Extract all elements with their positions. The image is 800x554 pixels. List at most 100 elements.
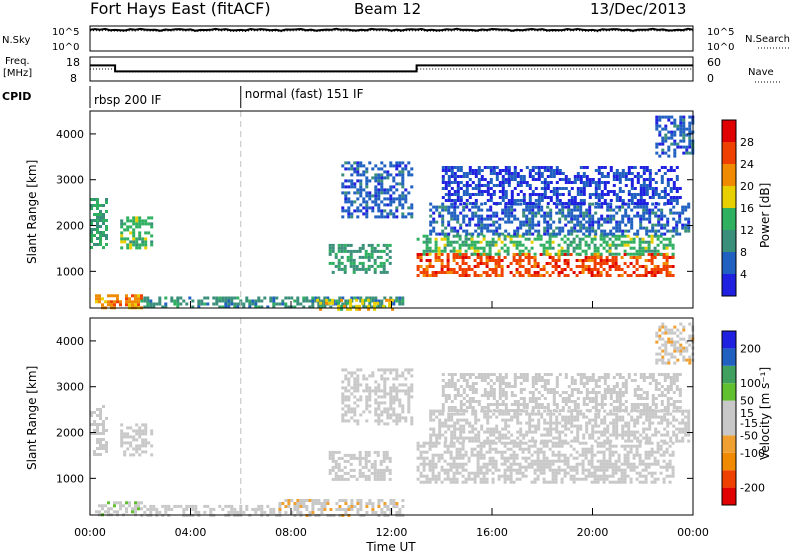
heatmap-cell — [630, 433, 634, 437]
heatmap-cell — [317, 305, 321, 309]
heatmap-cell — [621, 202, 625, 205]
heatmap-cell — [150, 216, 154, 220]
heatmap-cell — [365, 200, 369, 204]
heatmap-cell — [440, 480, 444, 484]
heatmap-cell — [507, 409, 511, 412]
heatmap-cell — [515, 262, 519, 265]
heatmap-cell — [591, 418, 595, 422]
heatmap-cell — [425, 259, 429, 262]
heatmap-cell — [567, 208, 571, 212]
heatmap-cell — [665, 474, 669, 478]
heatmap-cell — [518, 240, 522, 244]
heatmap-cell — [530, 274, 534, 277]
heatmap-cell — [606, 427, 610, 431]
heatmap-cell — [432, 412, 436, 416]
heatmap-cell — [416, 456, 420, 460]
heatmap-cell — [446, 234, 450, 238]
heatmap-cell — [659, 240, 663, 244]
heatmap-cell — [407, 395, 411, 399]
heatmap-cell — [542, 268, 546, 271]
heatmap-cell — [90, 228, 93, 231]
heatmap-cell — [675, 436, 679, 440]
heatmap-cell — [651, 223, 655, 227]
heatmap-cell — [441, 406, 445, 409]
heatmap-cell — [337, 304, 341, 308]
heatmap-cell — [624, 223, 628, 227]
heatmap-cell — [605, 468, 609, 472]
heatmap-cell — [146, 299, 150, 303]
heatmap-cell — [340, 477, 344, 481]
heatmap-cell — [641, 252, 645, 256]
heatmap-cell — [374, 389, 378, 393]
heatmap-cell — [99, 414, 102, 417]
heatmap-cell — [365, 203, 369, 207]
heatmap-cell — [533, 237, 537, 241]
heatmap-cell — [549, 208, 553, 212]
heatmap-cell — [483, 379, 487, 382]
heatmap-cell — [383, 197, 387, 201]
heatmap-cell — [549, 418, 553, 422]
heatmap-cell — [338, 296, 342, 300]
heatmap-cell — [552, 388, 556, 391]
heatmap-cell — [666, 430, 670, 434]
heatmap-cell — [385, 456, 389, 460]
heatmap-cell — [594, 412, 598, 416]
heatmap-cell — [152, 507, 156, 511]
heatmap-cell — [450, 199, 454, 202]
heatmap-cell — [620, 243, 624, 247]
heatmap-cell — [537, 373, 541, 376]
heatmap-cell — [543, 229, 547, 233]
heatmap-cell — [543, 406, 547, 409]
heatmap-cell — [434, 477, 438, 481]
heatmap-cell — [389, 209, 393, 213]
heatmap-cell — [648, 427, 652, 431]
heatmap-cell — [483, 439, 487, 443]
heatmap-cell — [440, 237, 444, 241]
heatmap-cell — [382, 468, 386, 472]
heatmap-cell — [331, 301, 335, 305]
heatmap-cell — [659, 447, 663, 451]
heatmap-cell — [666, 424, 670, 428]
heatmap-cell — [600, 175, 604, 178]
heatmap-cell — [648, 184, 652, 187]
heatmap-cell — [471, 406, 475, 409]
heatmap-cell — [504, 409, 508, 412]
heatmap-cell — [525, 184, 529, 187]
heatmap-cell — [564, 217, 568, 221]
heatmap-cell — [377, 173, 381, 177]
heatmap-cell — [671, 274, 675, 277]
heatmap-cell — [650, 237, 654, 241]
heatmap-cell — [462, 424, 466, 428]
heatmap-cell — [480, 214, 484, 218]
heatmap-cell — [587, 271, 591, 274]
heatmap-cell — [356, 197, 360, 201]
heatmap-cell — [185, 504, 189, 508]
heatmap-cell — [561, 406, 565, 409]
heatmap-cell — [661, 115, 665, 119]
heatmap-cell — [453, 397, 457, 400]
heatmap-cell — [602, 268, 606, 271]
freq-left-tick-low: 8 — [70, 72, 77, 85]
heatmap-cell — [141, 450, 145, 454]
heatmap-cell — [539, 268, 543, 271]
heatmap-cell — [667, 130, 671, 134]
heatmap-cell — [558, 430, 562, 434]
heatmap-cell — [456, 187, 460, 190]
heatmap-cell — [516, 430, 520, 434]
heatmap-cell — [494, 441, 498, 445]
heatmap-cell — [383, 410, 387, 414]
heatmap-cell — [681, 226, 685, 230]
heatmap-cell — [191, 299, 195, 303]
heatmap-cell — [582, 184, 586, 187]
heatmap-cell — [515, 444, 519, 448]
heatmap-cell — [278, 302, 282, 306]
heatmap-cell — [140, 297, 143, 301]
heatmap-cell — [401, 212, 405, 216]
heatmap-cell — [668, 453, 672, 457]
heatmap-cell — [662, 450, 666, 454]
heatmap-cell — [636, 175, 640, 178]
heatmap-cell — [257, 305, 261, 309]
heatmap-cell — [96, 408, 99, 411]
heatmap-cell — [501, 388, 505, 391]
heatmap-cell — [608, 456, 612, 460]
